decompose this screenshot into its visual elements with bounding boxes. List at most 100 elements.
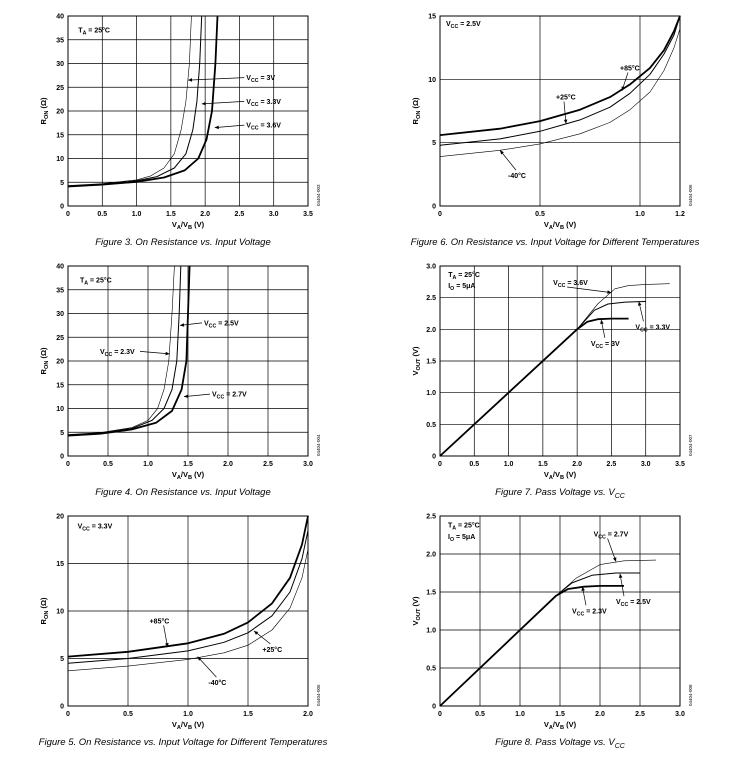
- y-tick-label: 2.5: [426, 295, 436, 302]
- annotation: TA = 25°C: [78, 27, 110, 37]
- annotation: VCC = 3V: [187, 75, 275, 84]
- series-lines: [439, 283, 670, 457]
- series-line: [67, 15, 192, 186]
- figure-4-chart: 0 0.5 1.0 1.5 2.0 2.5 3.0 0 5 10 15 20 25 30 35 40 VA/VB…: [39, 264, 321, 482]
- y-tick-label: 0: [432, 454, 436, 461]
- annotation-arrow: [499, 150, 517, 171]
- y-axis-label: VOUT (V): [411, 596, 422, 625]
- annotation-text: VCC = 2.3V: [572, 608, 607, 617]
- annotation-arrowhead: [638, 301, 642, 306]
- plot-frame: [67, 515, 309, 707]
- y-tick-label: 15: [56, 561, 64, 568]
- y-tick-label: 2.5: [426, 514, 436, 521]
- series-line: [67, 15, 219, 188]
- x-tick-label: 0.5: [535, 211, 545, 218]
- figure-7-caption-sub: CC: [614, 492, 625, 500]
- x-tick-label: 0: [66, 461, 70, 468]
- x-tick-label: 3.5: [675, 461, 685, 468]
- annotation-text: TA = 25°C: [78, 27, 110, 37]
- figure-8: 0 0.5 1.0 1.5 2.0 2.5 3.0 0 0.5 1.0 1.5 2.0 2.5 VA/VB…: [400, 508, 700, 733]
- annotation: +25°C: [556, 94, 576, 124]
- figure-id: 04404-004: [316, 434, 321, 456]
- annotation-text: TA = 25°C: [448, 271, 480, 281]
- series-lines: [67, 15, 219, 188]
- x-tick-label: 2.0: [303, 711, 313, 718]
- annotation-text: VCC = 2.3V: [100, 349, 135, 358]
- x-axis-label: VA/VB (V): [172, 720, 205, 731]
- grid: [68, 16, 308, 206]
- x-axis-label: VA/VB (V): [172, 470, 205, 481]
- annotation-arrowhead: [197, 656, 202, 661]
- y-tick-label: 0: [60, 454, 64, 461]
- y-tick-label: 1.0: [426, 390, 436, 397]
- annotation: -40°C: [197, 656, 226, 687]
- annotation-arrowhead: [618, 573, 623, 579]
- x-tick-label: 2.5: [635, 711, 645, 718]
- y-tick-label: 25: [56, 85, 64, 92]
- y-tick-label: 0.5: [426, 422, 436, 429]
- grid: [440, 16, 680, 206]
- annotation: +25°C: [253, 630, 282, 654]
- annotation: VCC = 2.7V: [183, 392, 247, 401]
- annotation: TA = 25°C: [448, 521, 480, 531]
- annotation-text: IO = 5μA: [448, 534, 475, 543]
- annotation-arrowhead: [621, 86, 625, 91]
- y-tick-label: 20: [56, 514, 64, 521]
- y-tick-label: 3.0: [426, 264, 436, 271]
- y-tick-label: 0: [60, 704, 64, 711]
- x-tick-label: 1.5: [555, 711, 565, 718]
- y-tick-label: 0.5: [426, 666, 436, 673]
- annotation-text: VCC = 3.6V: [553, 280, 588, 289]
- annotation: VCC = 3.3V: [201, 99, 281, 108]
- figure-8-caption-sub: CC: [614, 742, 625, 750]
- annotation-arrowhead: [214, 125, 219, 130]
- y-tick-label: 5: [60, 180, 64, 187]
- figure-8-caption: Figure 8. Pass Voltage vs. VCC: [460, 737, 660, 750]
- annotation-arrowhead: [600, 319, 604, 325]
- y-axis-label: VOUT (V): [411, 346, 422, 375]
- figure-8-caption-text: Figure 8. Pass Voltage vs. V: [495, 737, 615, 748]
- series-line: [67, 515, 309, 658]
- y-tick-label: 1.5: [426, 590, 436, 597]
- figure-3-chart: 0 0.5 1.0 1.5 2.0 2.5 3.0 3.5 0 5 10 15 20 25 30 35 40 VA…: [39, 14, 321, 232]
- x-tick-label: 1.2: [675, 211, 685, 218]
- annotation: VCC = 3.3V: [78, 523, 113, 532]
- x-axis-label: VA/VB (V): [172, 220, 205, 231]
- annotation-arrow: [139, 351, 170, 355]
- annotation-text: VCC = 3.3V: [635, 324, 670, 333]
- series-line: [67, 265, 191, 437]
- x-tick-label: 2.5: [235, 211, 245, 218]
- annotation-text: VCC = 3V: [591, 341, 620, 350]
- annotation: VCC = 2.3V: [100, 349, 170, 358]
- series-line: [439, 283, 670, 457]
- figure-3-caption: Figure 3. On Resistance vs. Input Voltag…: [95, 237, 271, 248]
- x-tick-label: 3.0: [269, 211, 279, 218]
- x-axis-label: VA/VB (V): [544, 220, 577, 231]
- annotation: TA = 25°C: [448, 271, 480, 281]
- y-tick-label: 20: [56, 109, 64, 116]
- annotation: VCC = 2.5V: [446, 21, 481, 30]
- annotation-text: VCC = 3.3V: [246, 99, 281, 108]
- series-line: [67, 15, 203, 187]
- annotation-arrowhead: [254, 630, 259, 635]
- x-tick-label: 0.5: [469, 461, 479, 468]
- series-lines: [439, 559, 657, 707]
- series-lines: [67, 265, 191, 437]
- annotation-arrow: [187, 77, 245, 81]
- series-line: [439, 559, 657, 707]
- figure-id: 04404-008: [688, 684, 693, 706]
- annotation: +85°C: [150, 617, 169, 648]
- y-axis-label: RON (Ω): [39, 97, 50, 124]
- y-tick-label: 5: [432, 140, 436, 147]
- annotation: VCC = 3.6V: [553, 280, 612, 294]
- series-line: [67, 549, 309, 672]
- x-tick-label: 1.5: [243, 711, 253, 718]
- annotation: VCC = 3.3V: [635, 301, 670, 333]
- annotation-arrowhead: [607, 290, 612, 294]
- y-tick-label: 30: [56, 61, 64, 68]
- series-line: [439, 15, 681, 136]
- figure-id: 04404-006: [688, 184, 693, 206]
- annotation-arrowhead: [500, 150, 504, 155]
- y-tick-label: 5: [60, 656, 64, 663]
- x-tick-label: 0.5: [103, 461, 113, 468]
